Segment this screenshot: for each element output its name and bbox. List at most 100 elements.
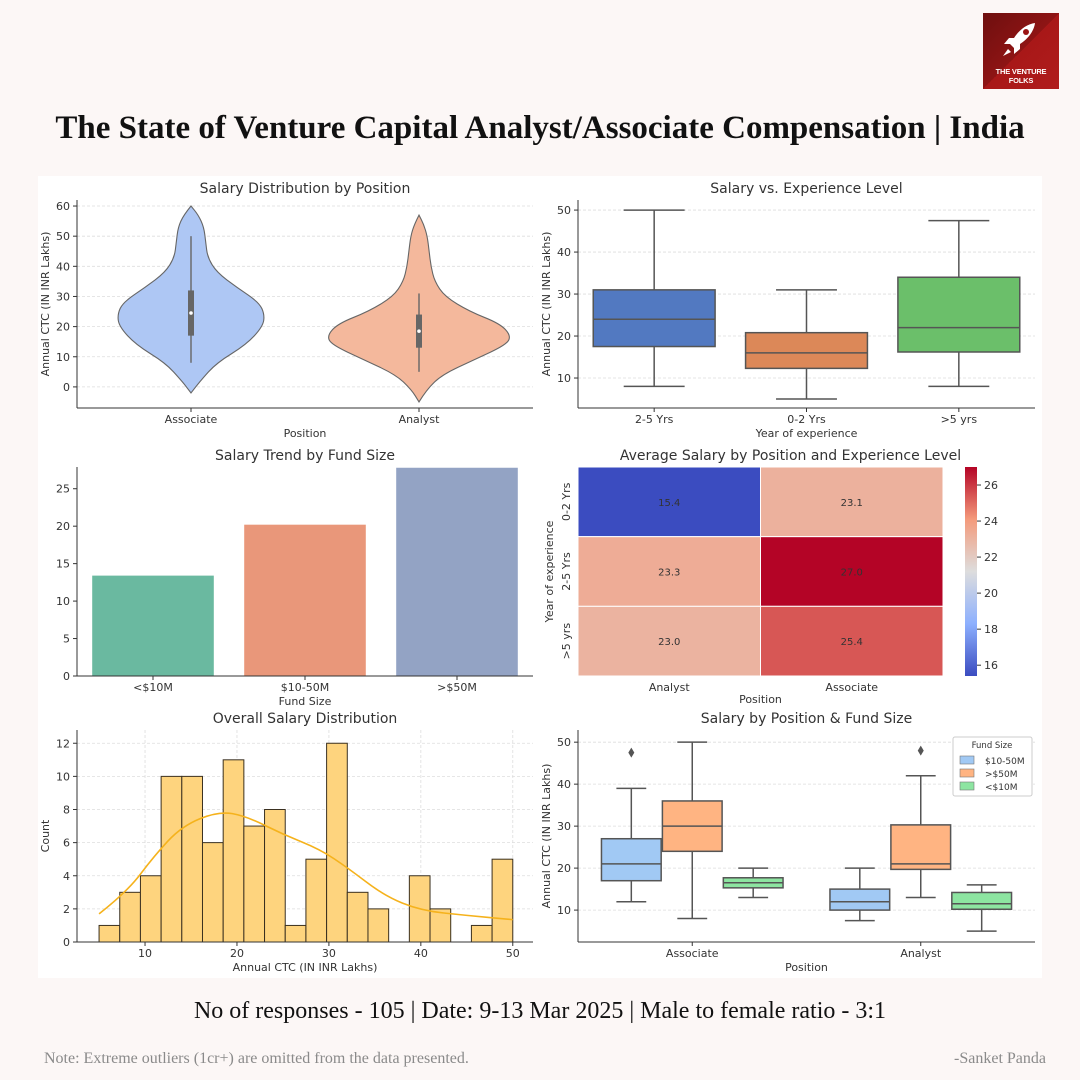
- heatmap-cell: [577, 605, 761, 677]
- box->$50M: [890, 745, 952, 899]
- y-tick-label: 20: [56, 520, 70, 533]
- x-tick-label: Associate: [165, 413, 218, 426]
- box-$10-50M: [829, 867, 891, 922]
- heatmap-cell-label: 23.3: [658, 568, 680, 579]
- x-tick-label: >5 yrs: [941, 413, 978, 426]
- legend-entry: <$10M: [985, 783, 1017, 793]
- y-tick-label: 0-2 Yrs: [560, 482, 573, 521]
- y-tick-label: 8: [63, 804, 70, 817]
- x-axis-label: Position: [739, 693, 782, 706]
- y-tick-label: 25: [56, 483, 70, 496]
- x-tick-label: 30: [322, 947, 336, 960]
- fund-size-box-chart: Salary by Position & Fund Size Position An…: [540, 711, 1035, 974]
- y-tick-label: 50: [56, 230, 70, 243]
- legend-swatch: [959, 781, 975, 791]
- x-axis-label: Fund Size: [279, 695, 332, 708]
- bar-0: [92, 575, 214, 676]
- y-tick-label: 60: [56, 200, 70, 213]
- histogram-bar: [491, 858, 514, 943]
- x-tick-label: 10: [138, 947, 152, 960]
- legend-swatch: [959, 755, 975, 765]
- iqr-box: [592, 289, 716, 348]
- legend-box: [952, 736, 1033, 797]
- heatmap-cell: [577, 536, 761, 607]
- y-tick-label: 10: [557, 904, 571, 917]
- y-tick-label: 2: [63, 903, 70, 916]
- violin-median: [417, 329, 421, 333]
- fund-size-bar-chart: Salary Trend by Fund Size Fund Size 0 5 10 15…: [56, 448, 533, 708]
- logo-text: THE VENTURE FOLKS: [995, 67, 1047, 85]
- iqr-box: [829, 888, 891, 911]
- histogram-bar: [119, 891, 141, 943]
- x-tick-label: <$10M: [133, 681, 173, 694]
- iqr-box: [890, 824, 952, 871]
- y-axis-label: Annual CTC (IN INR Lakhs): [540, 764, 553, 909]
- x-axis-label: Year of experience: [755, 427, 858, 440]
- experience-box-chart: Salary vs. Experience Level Year of exper…: [540, 181, 1035, 440]
- brand-logo: THE VENTURE FOLKS: [983, 13, 1059, 89]
- y-tick-label: 5: [63, 633, 70, 646]
- legend-swatch: [959, 768, 975, 778]
- y-tick-label: 50: [557, 204, 571, 217]
- x-axis-label: Position: [785, 961, 828, 974]
- x-tick-label: Analyst: [399, 413, 441, 426]
- histogram-bar: [181, 775, 203, 943]
- colorbar-tick-label: 26: [984, 479, 998, 492]
- box-<$10M: [722, 867, 784, 899]
- histogram-bar: [284, 924, 307, 943]
- chart-title: Overall Salary Distribution: [213, 711, 398, 727]
- histogram-bar: [367, 908, 390, 943]
- heatmap-cell: [760, 466, 944, 538]
- heatmap-cell-label: 25.4: [841, 637, 863, 648]
- x-tick-label: Associate: [666, 947, 719, 960]
- y-tick-label: 10: [56, 351, 70, 364]
- y-tick-label: 0: [63, 670, 70, 683]
- survey-summary: No of responses - 105 | Date: 9-13 Mar 2…: [193, 998, 887, 1024]
- chart-title: Salary Distribution by Position: [200, 181, 411, 197]
- footnote: Note: Extreme outliers (1cr+) are omitte…: [44, 1050, 469, 1067]
- histogram-bar: [470, 924, 493, 943]
- x-tick-label: 50: [506, 947, 520, 960]
- legend-entry: $10-50M: [985, 757, 1025, 767]
- colorbar-tick-label: 22: [984, 551, 998, 564]
- y-tick-label: 10: [56, 595, 70, 608]
- y-tick-label: 12: [56, 737, 70, 750]
- rocket-icon: [1003, 23, 1035, 56]
- chart-title: Salary vs. Experience Level: [710, 181, 902, 197]
- bar-2: [396, 467, 518, 676]
- x-tick-label: >$50M: [437, 681, 477, 694]
- histogram-bar: [201, 842, 224, 943]
- y-tick-label: 20: [56, 321, 70, 334]
- legend: Fund Size $10-50M >$50M <$10M: [952, 736, 1033, 797]
- histogram-bar: [160, 775, 183, 943]
- x-tick-label: 2-5 Yrs: [635, 413, 674, 426]
- y-axis-label: Annual CTC (IN INR Lakhs): [39, 232, 52, 377]
- y-tick-label: 30: [557, 288, 571, 301]
- chart-title: Salary by Position & Fund Size: [701, 711, 912, 727]
- heatmap-cell-label: 27.0: [841, 568, 863, 579]
- y-axis-label: Count: [39, 819, 52, 852]
- y-tick-label: 10: [557, 372, 571, 385]
- box-$10-50M: [600, 747, 662, 903]
- iqr-box: [600, 837, 662, 882]
- x-tick-label: 40: [414, 947, 428, 960]
- y-tick-label: 40: [557, 778, 571, 791]
- iqr-box: [897, 276, 1021, 353]
- x-tick-label: $10-50M: [281, 681, 329, 694]
- bar-1: [244, 524, 366, 676]
- violin-chart: Salary Distribution by Position Position A…: [39, 181, 533, 440]
- iqr-box: [744, 331, 869, 370]
- heatmap-cell-label: 15.4: [658, 498, 680, 509]
- box-2: [897, 219, 1021, 388]
- y-axis-label: Annual CTC (IN INR Lakhs): [540, 232, 553, 377]
- y-tick-label: 30: [557, 820, 571, 833]
- y-tick-label: 30: [56, 290, 70, 303]
- page-title: The State of Venture Capital Analyst/Ass…: [55, 110, 1025, 146]
- histogram-bar: [222, 759, 245, 943]
- iqr-box: [951, 891, 1013, 911]
- colorbar-tick-label: 18: [984, 623, 998, 636]
- colorbar: [965, 467, 977, 676]
- heatmap-cell: [760, 536, 944, 607]
- legend-entry: >$50M: [985, 770, 1017, 780]
- y-tick-label: 2-5 Yrs: [560, 552, 573, 591]
